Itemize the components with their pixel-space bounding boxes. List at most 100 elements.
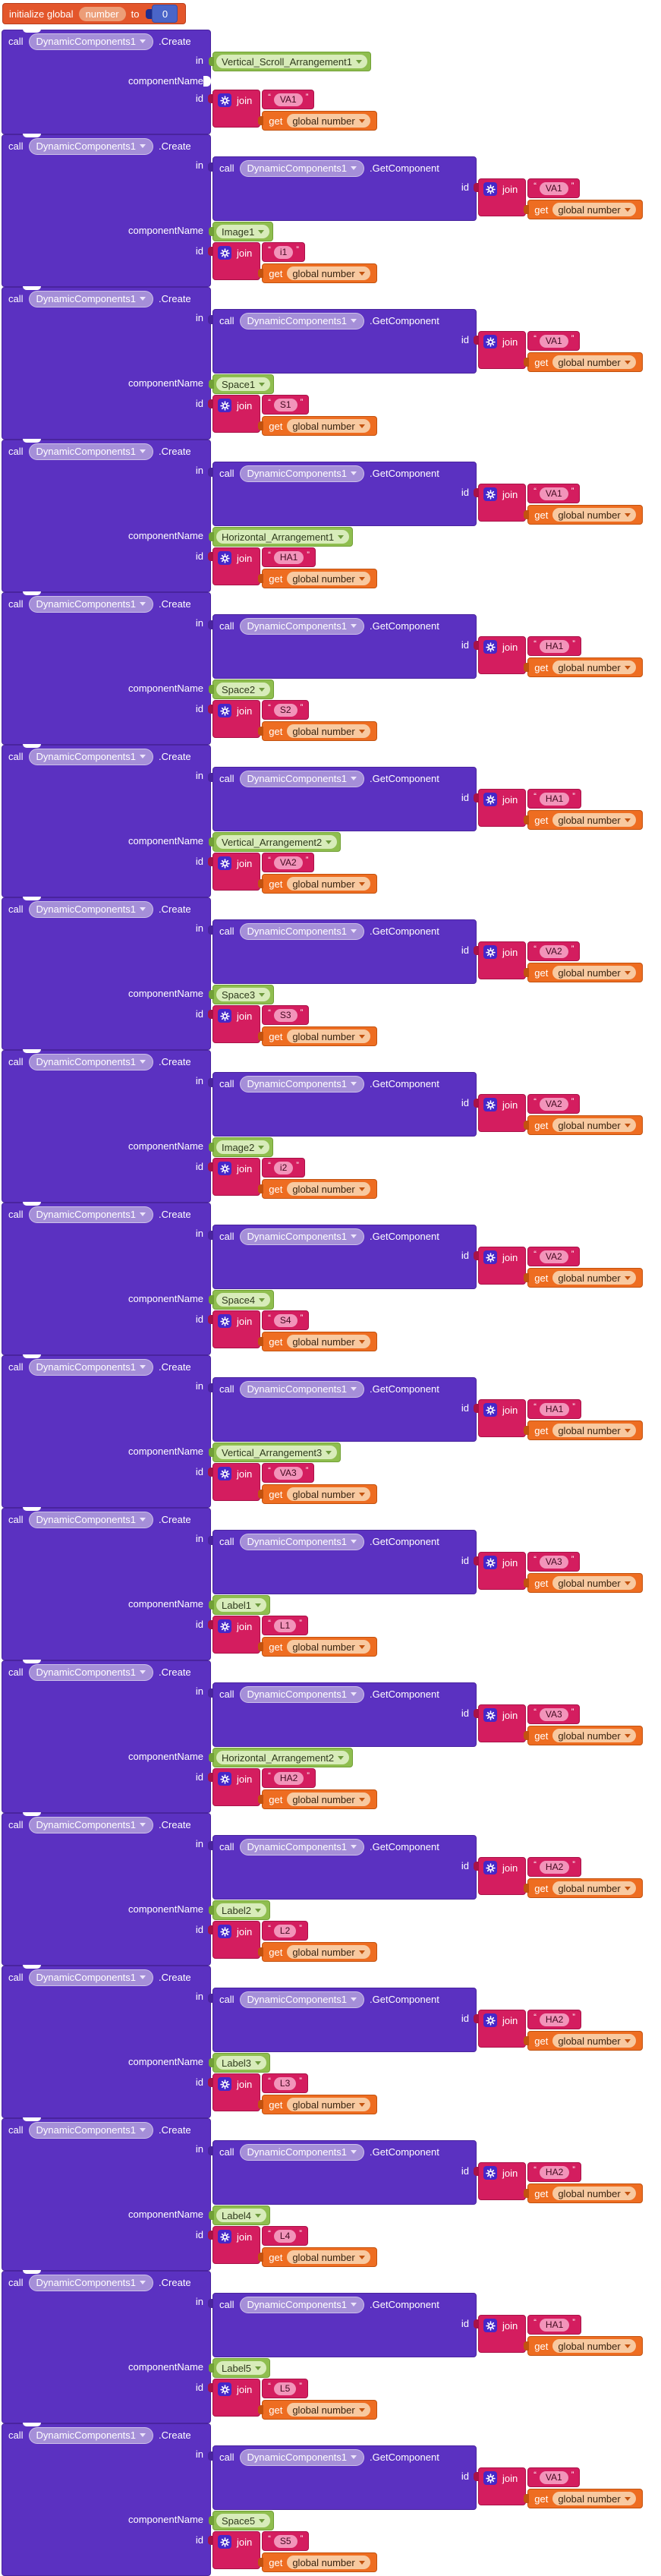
in-getcomponent-block[interactable]: call DynamicComponents1 .GetComponent id [208, 1988, 643, 2052]
number-value[interactable]: 0 [152, 5, 178, 23]
join-block[interactable]: join “ VA1 ” [474, 2467, 643, 2508]
in-getcomponent-block[interactable]: call DynamicComponents1 .GetComponent id [208, 1225, 643, 1289]
extension-dropdown[interactable]: DynamicComponents1 [28, 1511, 154, 1528]
in-getcomponent-block[interactable]: call DynamicComponents1 .GetComponent id [208, 2140, 643, 2205]
mutator-gear-icon[interactable] [483, 487, 497, 501]
text-string-block[interactable]: “ HA1 ” [527, 789, 581, 809]
mutator-gear-icon[interactable] [483, 335, 497, 348]
string-field[interactable]: HA2 [539, 2013, 570, 2026]
string-field[interactable]: VA1 [273, 93, 303, 106]
extension-dropdown[interactable]: DynamicComponents1 [28, 595, 154, 613]
in-component-block[interactable]: Vertical_Scroll_Arrangement1 [209, 52, 371, 71]
extension-dropdown[interactable]: DynamicComponents1 [239, 2448, 365, 2466]
in-getcomponent-block[interactable]: call DynamicComponents1 .GetComponent id [208, 156, 643, 221]
join-block[interactable]: join “ S2 ” get global number [208, 700, 377, 741]
create-block[interactable]: call DynamicComponents1 .Create in call [2, 744, 643, 897]
mutator-gear-icon[interactable] [483, 2166, 497, 2180]
text-string-block[interactable]: “ S2 ” [262, 700, 310, 720]
join-block[interactable]: join “ VA3 ” [474, 1552, 643, 1593]
component-dropdown[interactable]: Image1 [216, 225, 270, 238]
create-block[interactable]: call DynamicComponents1 .Create in call [2, 591, 643, 745]
join-block[interactable]: join “ HA2 ” [474, 2162, 643, 2203]
text-string-block[interactable]: “ VA2 ” [262, 853, 315, 872]
text-string-block[interactable]: “ VA1 ” [527, 331, 581, 351]
text-string-block[interactable]: “ HA1 ” [527, 636, 581, 656]
text-string-block[interactable]: “ L4 ” [262, 2226, 308, 2246]
variable-dropdown[interactable]: global number [287, 2556, 370, 2569]
variable-dropdown[interactable]: global number [552, 2034, 636, 2048]
string-field[interactable]: S4 [273, 1313, 297, 1327]
get-variable-block[interactable]: get global number [524, 2031, 643, 2051]
get-variable-block[interactable]: get global number [258, 2247, 377, 2267]
join-block[interactable]: join “ L5 ” get global number [208, 2379, 377, 2420]
variable-dropdown[interactable]: global number [287, 724, 370, 738]
join-block[interactable]: join “ S3 ” get global number [208, 1005, 377, 1046]
join-block[interactable]: join “ HA2 ” [474, 1857, 643, 1898]
componentname-component-block[interactable]: Space1 [208, 374, 275, 394]
get-variable-block[interactable]: get global number [524, 1573, 643, 1593]
extension-dropdown[interactable]: DynamicComponents1 [239, 1533, 365, 1550]
string-field[interactable]: S5 [273, 2534, 297, 2548]
extension-dropdown[interactable]: DynamicComponents1 [239, 1838, 365, 1856]
componentname-component-block[interactable]: Image1 [208, 222, 274, 241]
create-block[interactable]: call DynamicComponents1 .Create in call [2, 2423, 643, 2576]
extension-dropdown[interactable]: DynamicComponents1 [239, 617, 365, 635]
text-string-block[interactable]: “ L5 ” [262, 2379, 308, 2398]
get-variable-block[interactable]: get global number [258, 1026, 377, 1046]
extension-dropdown[interactable]: DynamicComponents1 [28, 2274, 154, 2291]
create-block[interactable]: call DynamicComponents1 .Create in call [2, 1660, 643, 1813]
extension-dropdown[interactable]: DynamicComponents1 [239, 1991, 365, 2008]
create-block[interactable]: call DynamicComponents1 .Create in call [2, 1812, 643, 1966]
variable-dropdown[interactable]: global number [552, 1424, 636, 1437]
variable-dropdown[interactable]: global number [552, 813, 636, 827]
create-block[interactable]: call DynamicComponents1 .Create in call [2, 286, 643, 440]
create-block[interactable]: call DynamicComponents1 .Create in call [2, 1965, 643, 2118]
extension-dropdown[interactable]: DynamicComponents1 [239, 922, 365, 940]
text-string-block[interactable]: “ HA2 ” [527, 1857, 581, 1877]
get-variable-block[interactable]: get global number [258, 111, 377, 131]
get-variable-block[interactable]: get global number [524, 352, 643, 372]
text-string-block[interactable]: “ VA2 ” [527, 941, 581, 961]
get-variable-block[interactable]: get global number [524, 657, 643, 677]
variable-dropdown[interactable]: global number [552, 508, 636, 522]
join-block[interactable]: join “ HA1 ” [474, 636, 643, 677]
variable-dropdown[interactable]: global number [287, 2403, 370, 2417]
componentname-component-block[interactable]: Label4 [208, 2206, 271, 2225]
string-field[interactable]: VA1 [539, 181, 568, 195]
component-dropdown[interactable]: Space2 [216, 683, 271, 696]
text-string-block[interactable]: “ VA1 ” [527, 484, 581, 503]
join-block[interactable]: join “ VA2 ” get global number [208, 853, 377, 894]
in-getcomponent-block[interactable]: call DynamicComponents1 .GetComponent id [208, 1682, 643, 1747]
extension-dropdown[interactable]: DynamicComponents1 [239, 1380, 365, 1398]
join-block[interactable]: join “ VA1 ” get global number [208, 90, 377, 131]
text-string-block[interactable]: “ i1 ” [262, 242, 305, 262]
componentname-component-block[interactable]: Horizontal_Arrangement1 [208, 527, 354, 547]
create-block[interactable]: call DynamicComponents1 .Create in call [2, 897, 643, 1050]
join-block[interactable]: join “ VA2 ” [474, 1247, 643, 1288]
get-variable-block[interactable]: get global number [524, 2183, 643, 2203]
mutator-gear-icon[interactable] [483, 945, 497, 959]
extension-dropdown[interactable]: DynamicComponents1 [28, 748, 154, 765]
componentname-component-block[interactable]: Image2 [208, 1137, 274, 1157]
extension-dropdown[interactable]: DynamicComponents1 [28, 1969, 154, 1986]
componentname-component-block[interactable]: Space4 [208, 1290, 275, 1310]
string-field[interactable]: VA1 [539, 487, 568, 500]
mutator-gear-icon[interactable] [218, 1162, 231, 1175]
join-block[interactable]: join “ L2 ” get global number [208, 1921, 377, 1962]
variable-dropdown[interactable]: global number [552, 2492, 636, 2505]
string-field[interactable]: i2 [273, 1161, 294, 1174]
string-field[interactable]: HA1 [539, 1402, 570, 1416]
mutator-gear-icon[interactable] [483, 1708, 497, 1722]
componentname-component-block[interactable]: Horizontal_Arrangement2 [208, 1748, 354, 1767]
extension-dropdown[interactable]: DynamicComponents1 [28, 1816, 154, 1833]
in-getcomponent-block[interactable]: call DynamicComponents1 .GetComponent id [208, 462, 643, 526]
variable-dropdown[interactable]: global number [552, 1576, 636, 1590]
extension-dropdown[interactable]: DynamicComponents1 [28, 2426, 154, 2444]
mutator-gear-icon[interactable] [483, 2471, 497, 2485]
mutator-gear-icon[interactable] [483, 1250, 497, 1264]
mutator-gear-icon[interactable] [218, 1467, 231, 1480]
string-field[interactable]: S3 [273, 1008, 297, 1022]
mutator-gear-icon[interactable] [218, 856, 231, 870]
text-string-block[interactable]: “ S5 ” [262, 2531, 310, 2551]
join-block[interactable]: join “ S5 ” get global number [208, 2531, 377, 2572]
